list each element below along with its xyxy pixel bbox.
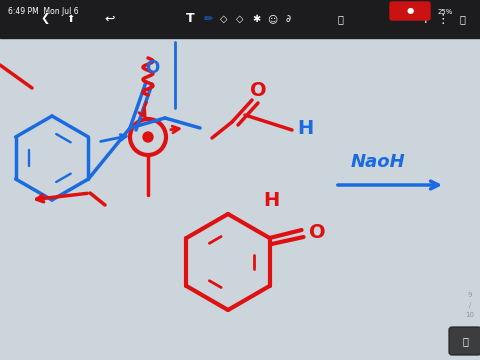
- Text: 10: 10: [466, 312, 475, 318]
- FancyBboxPatch shape: [390, 2, 430, 20]
- Text: 9: 9: [468, 292, 472, 298]
- Text: T: T: [186, 13, 194, 26]
- Text: ☺: ☺: [267, 14, 277, 24]
- Text: O: O: [250, 81, 266, 99]
- Text: ❮: ❮: [40, 13, 50, 24]
- Text: 🎤: 🎤: [337, 14, 343, 24]
- Text: +: +: [419, 12, 431, 26]
- Text: ⬆: ⬆: [66, 14, 74, 24]
- Text: H: H: [264, 190, 280, 210]
- Text: ⬜: ⬜: [459, 14, 465, 24]
- FancyBboxPatch shape: [449, 327, 480, 355]
- Text: /: /: [469, 302, 471, 308]
- Text: H: H: [297, 118, 313, 138]
- Text: ⋮: ⋮: [437, 13, 449, 26]
- Text: ◇: ◇: [236, 14, 244, 24]
- Text: ↩: ↩: [105, 13, 115, 26]
- Text: ◇: ◇: [220, 14, 228, 24]
- Text: O: O: [145, 59, 159, 77]
- Text: 🔍: 🔍: [462, 336, 468, 346]
- Text: ∂: ∂: [286, 14, 290, 24]
- Text: ✱: ✱: [252, 14, 260, 24]
- Circle shape: [143, 132, 153, 142]
- Text: NaoH: NaoH: [350, 153, 406, 171]
- Text: 25%: 25%: [437, 9, 453, 15]
- Text: 6:49 PM  Mon Jul 6: 6:49 PM Mon Jul 6: [8, 8, 79, 17]
- Text: ●: ●: [407, 6, 414, 15]
- Text: O: O: [309, 222, 326, 242]
- Bar: [0, 0, 480, 38]
- Text: ✏: ✏: [204, 14, 213, 24]
